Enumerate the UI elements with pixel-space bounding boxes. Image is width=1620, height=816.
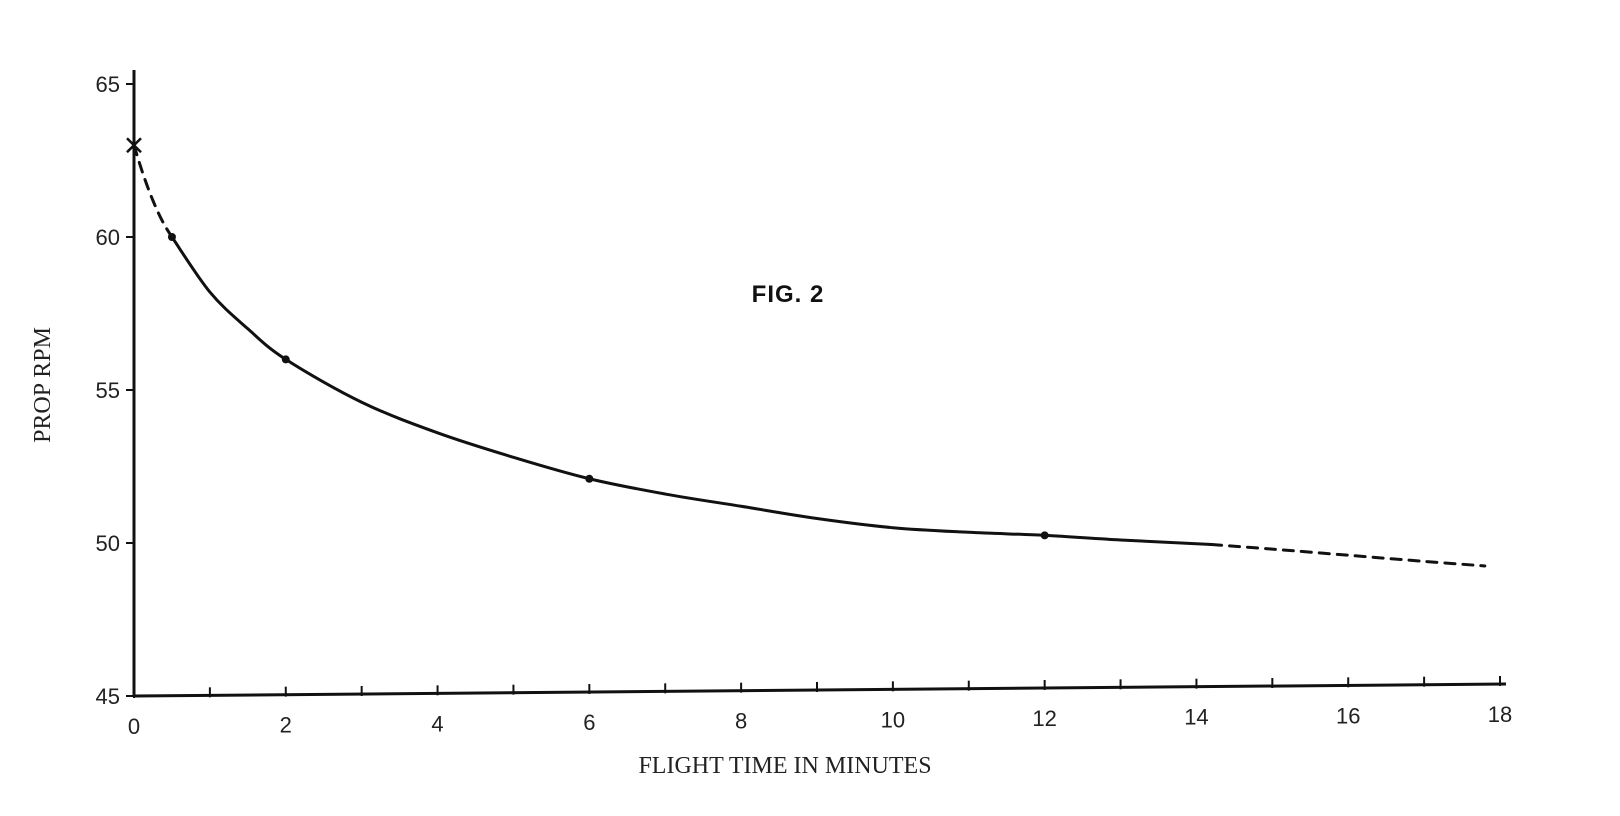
x-tick-label: 2	[280, 713, 292, 738]
y-tick-label: 50	[96, 531, 120, 556]
x-tick-label: 18	[1488, 702, 1512, 727]
data-points	[126, 137, 1049, 540]
data-point	[167, 233, 176, 241]
y-tick-label: 65	[96, 72, 120, 97]
y-axis-ticks: 45 50 55 60 65	[96, 72, 134, 709]
x-tick-label: 10	[881, 707, 905, 732]
x-axis-title: FLIGHT TIME IN MINUTES	[638, 753, 931, 779]
data-point	[585, 474, 594, 483]
x-tick-label: 12	[1032, 706, 1056, 731]
x-tick-label: 14	[1184, 705, 1208, 730]
x-axis-ticks: 0 2 4 6 8 10 12 14 16 18	[128, 676, 1512, 739]
x-tick-label: 4	[431, 711, 443, 736]
x-tick-label: 0	[128, 714, 140, 739]
y-axis-title: PROP RPM	[30, 327, 56, 443]
x-tick-label: 16	[1336, 703, 1360, 728]
axes	[132, 70, 1507, 698]
x-tick-label: 6	[583, 710, 595, 735]
series-line-dashed	[1210, 543, 1487, 568]
chart-title: FIG. 2	[752, 281, 825, 308]
y-tick-label: 60	[96, 225, 120, 250]
y-tick-label: 55	[96, 378, 120, 403]
x-tick-label: 8	[735, 709, 747, 734]
data-point	[1040, 531, 1049, 540]
series-lines	[132, 143, 1487, 568]
series-line-dashed	[132, 143, 174, 239]
series-line-solid	[170, 235, 1214, 547]
data-point-x-marker	[126, 137, 142, 154]
y-tick-label: 45	[96, 684, 120, 709]
data-point	[281, 355, 290, 364]
x-axis-line	[133, 682, 1507, 698]
